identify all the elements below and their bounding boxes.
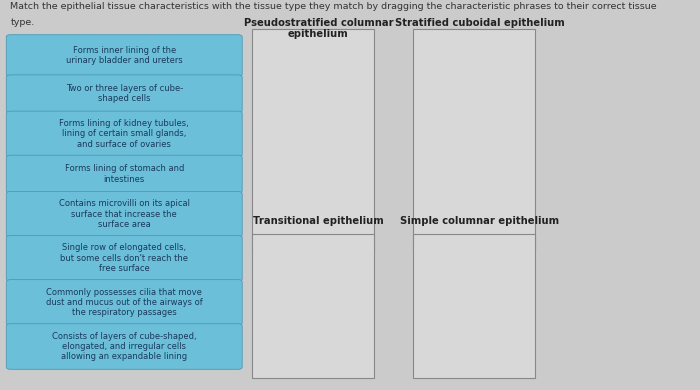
- Text: Forms inner lining of the
urinary bladder and ureters: Forms inner lining of the urinary bladde…: [66, 46, 183, 65]
- Text: Two or three layers of cube-
shaped cells: Two or three layers of cube- shaped cell…: [66, 84, 183, 103]
- Text: Single row of elongated cells,
but some cells don't reach the
free surface: Single row of elongated cells, but some …: [60, 243, 188, 273]
- FancyBboxPatch shape: [6, 324, 242, 369]
- Text: Simple columnar epithelium: Simple columnar epithelium: [400, 216, 559, 227]
- Text: Consists of layers of cube-shaped,
elongated, and irregular cells
allowing an ex: Consists of layers of cube-shaped, elong…: [52, 332, 197, 362]
- FancyBboxPatch shape: [413, 234, 536, 378]
- FancyBboxPatch shape: [6, 236, 242, 281]
- Text: Commonly possesses cilia that move
dust and mucus out of the airways of
the resp: Commonly possesses cilia that move dust …: [46, 287, 202, 317]
- Text: type.: type.: [10, 18, 35, 27]
- FancyBboxPatch shape: [6, 280, 242, 325]
- FancyBboxPatch shape: [6, 75, 242, 113]
- Text: Forms lining of stomach and
intestines: Forms lining of stomach and intestines: [64, 165, 184, 184]
- FancyBboxPatch shape: [6, 191, 242, 237]
- FancyBboxPatch shape: [252, 29, 374, 250]
- Text: Match the epithelial tissue characteristics with the tissue type they match by d: Match the epithelial tissue characterist…: [10, 2, 657, 11]
- Text: Stratified cuboidal epithelium: Stratified cuboidal epithelium: [395, 18, 564, 28]
- Text: Contains microvilli on its apical
surface that increase the
surface area: Contains microvilli on its apical surfac…: [59, 199, 190, 229]
- FancyBboxPatch shape: [6, 155, 242, 193]
- FancyBboxPatch shape: [6, 35, 242, 76]
- Text: Forms lining of kidney tubules,
lining of certain small glands,
and surface of o: Forms lining of kidney tubules, lining o…: [60, 119, 189, 149]
- Text: Pseudostratified columnar
epithelium: Pseudostratified columnar epithelium: [244, 18, 393, 39]
- Text: Transitional epithelium: Transitional epithelium: [253, 216, 384, 227]
- FancyBboxPatch shape: [6, 111, 242, 157]
- FancyBboxPatch shape: [413, 29, 536, 250]
- FancyBboxPatch shape: [252, 234, 374, 378]
